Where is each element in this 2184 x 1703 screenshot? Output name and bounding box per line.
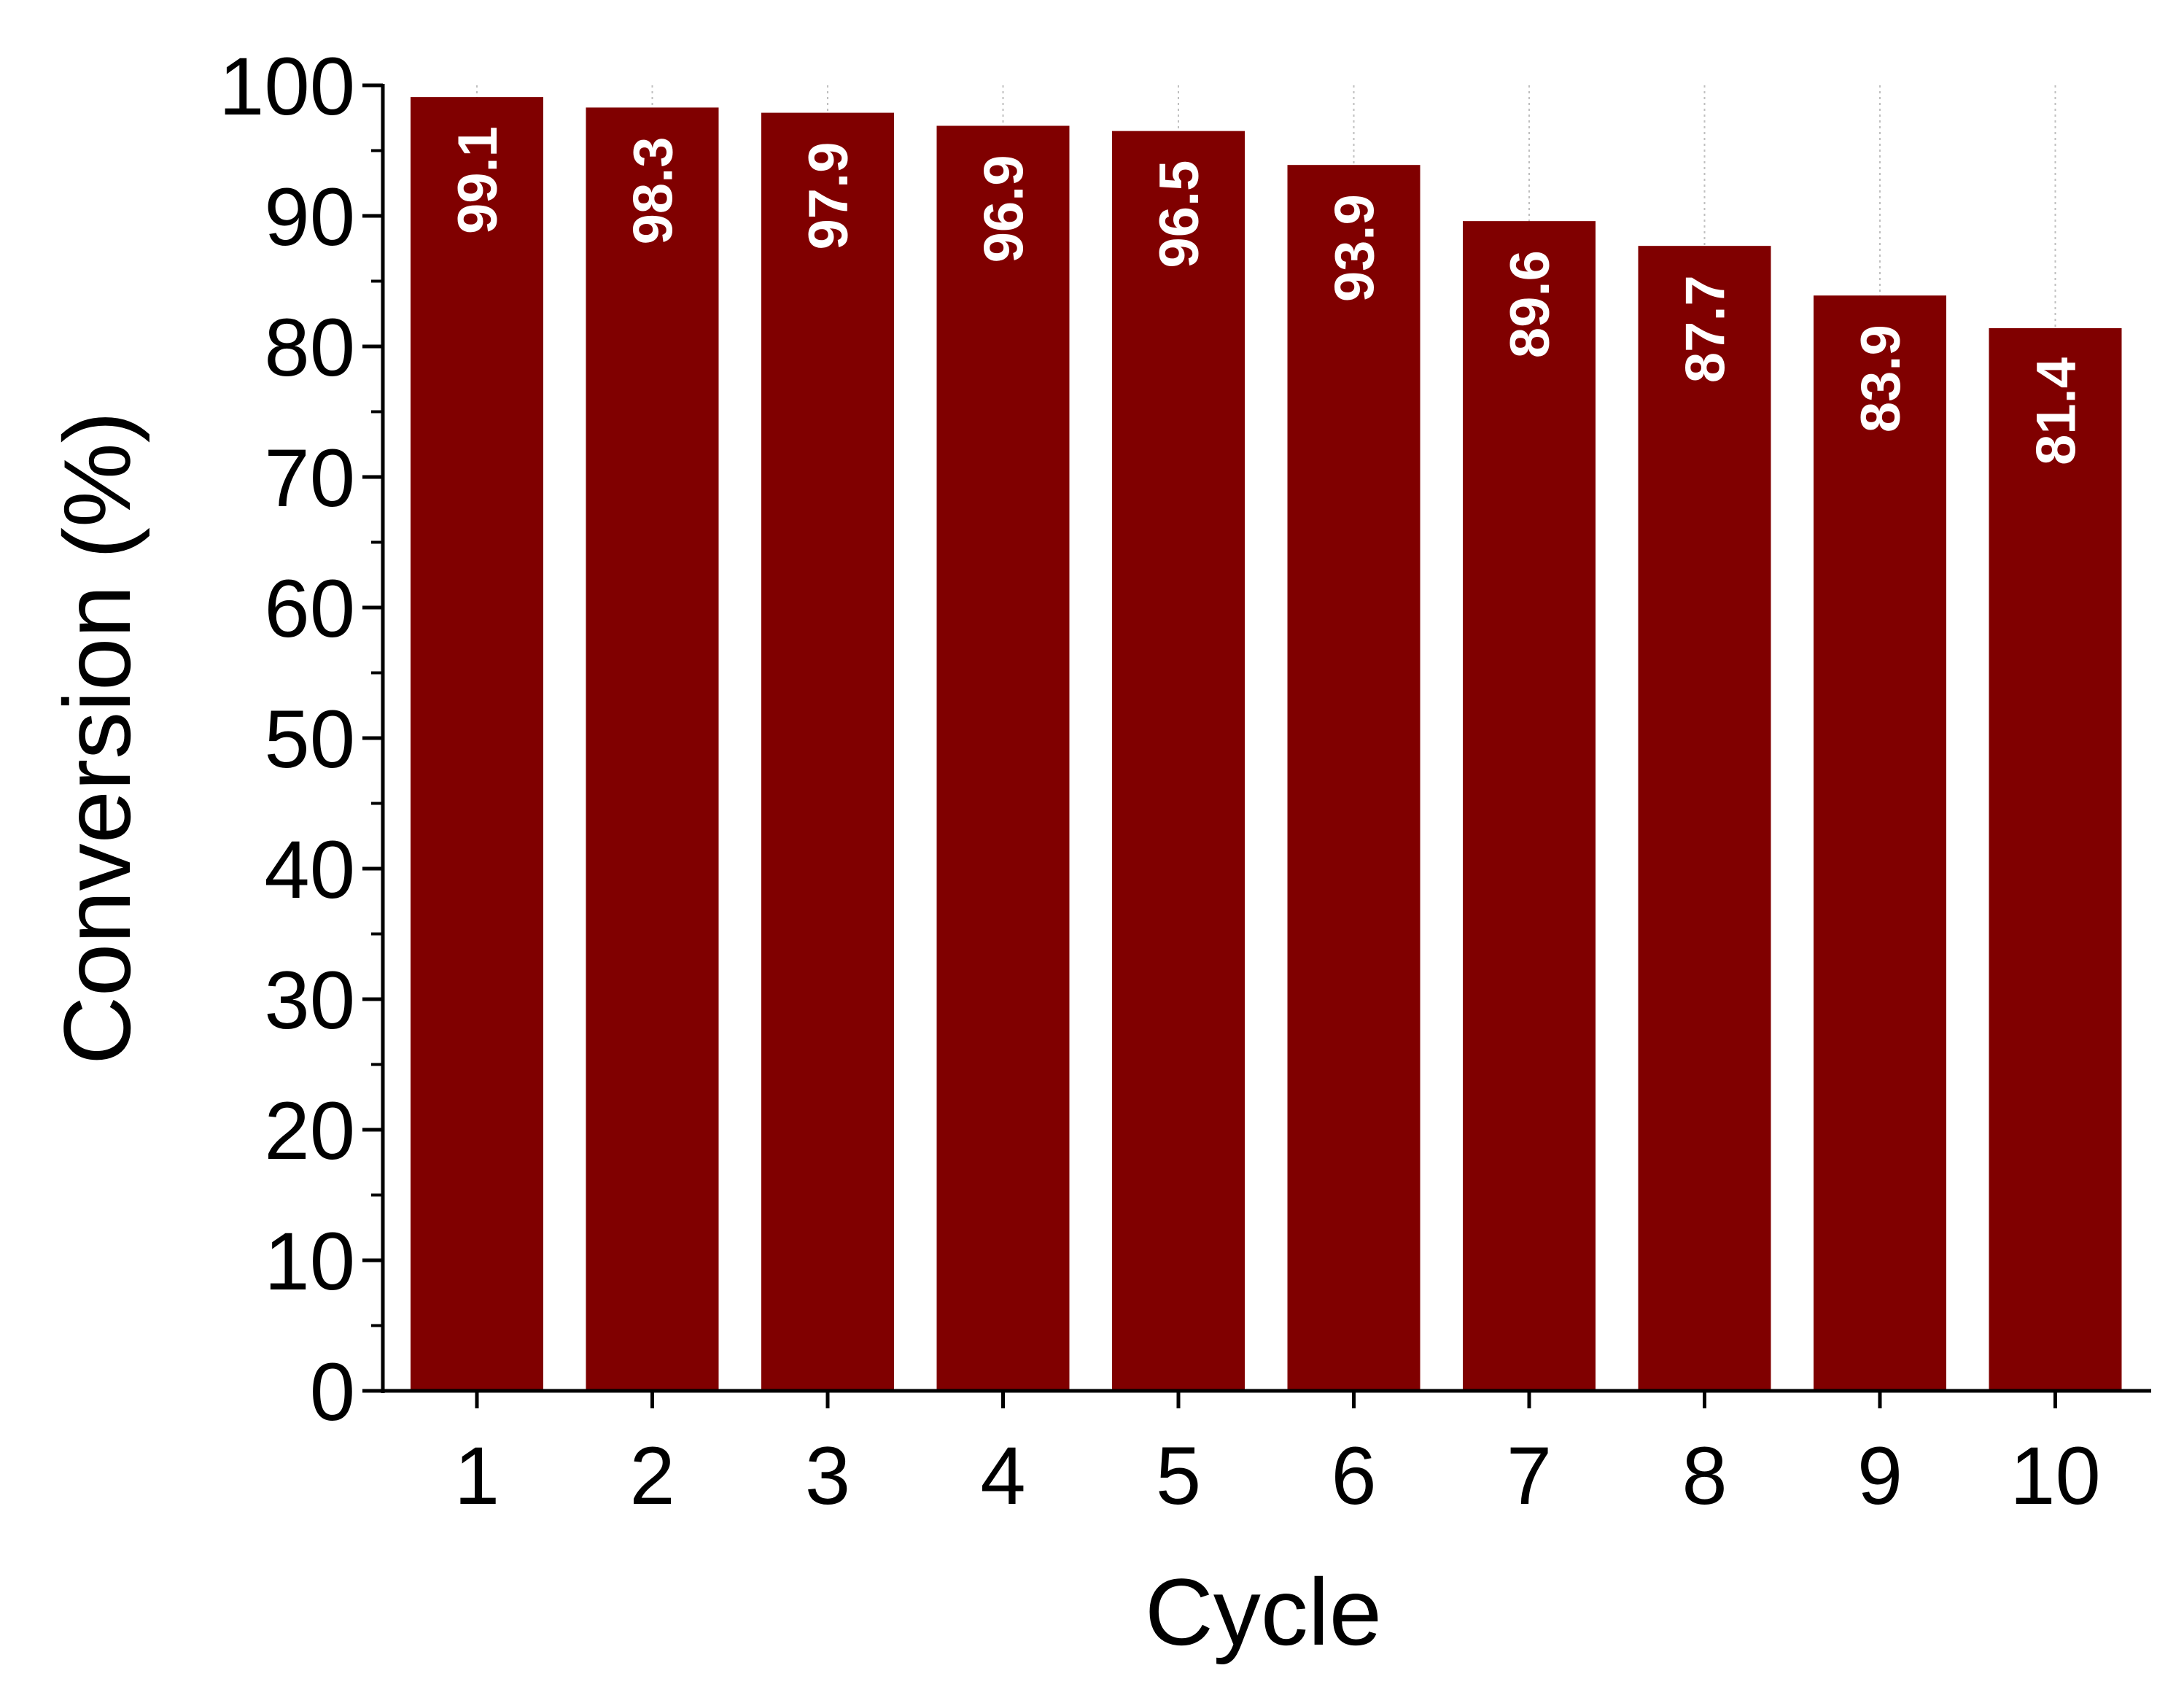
y-tick-label-0: 0 [310, 1346, 355, 1438]
x-tick-labels: 1 2 3 4 5 6 7 8 9 10 [454, 1430, 2101, 1521]
data-label-cycle-4: 96.9 [974, 155, 1035, 263]
data-label-cycle-8: 87.7 [1675, 275, 1737, 383]
x-tick-label-4: 4 [980, 1430, 1025, 1521]
bar-cycle-9 [1814, 295, 1946, 1392]
x-tick-label-1: 1 [454, 1430, 500, 1521]
bar-cycle-1 [411, 97, 543, 1392]
bar-data-labels: 99.1 98.3 97.9 96.9 96.5 93.9 89.6 87.7 83.9 81.4 [447, 126, 2088, 465]
x-tick-label-9: 9 [1857, 1430, 1903, 1521]
y-tick-label-40: 40 [264, 824, 355, 915]
x-tick-label-7: 7 [1507, 1430, 1552, 1521]
y-tick-label-20: 20 [264, 1085, 355, 1176]
bar-cycle-7 [1463, 221, 1596, 1391]
bar-cycle-5 [1112, 131, 1245, 1391]
x-tick-label-5: 5 [1156, 1430, 1201, 1521]
x-tick-label-3: 3 [805, 1430, 850, 1521]
bar-cycle-3 [761, 112, 894, 1392]
bar-cycle-2 [586, 107, 719, 1392]
data-label-cycle-6: 93.9 [1324, 194, 1386, 302]
y-tick-label-60: 60 [264, 563, 355, 654]
y-tick-label-10: 10 [264, 1216, 355, 1307]
y-axis-title: Conversion (%) [44, 411, 150, 1065]
axes [362, 83, 2151, 1408]
bars [411, 97, 2122, 1392]
y-tick-label-90: 90 [264, 171, 355, 263]
data-label-cycle-3: 97.9 [798, 142, 860, 250]
data-label-cycle-7: 89.6 [1499, 250, 1561, 358]
y-tick-label-50: 50 [264, 694, 355, 785]
x-axis-title: Cycle [1145, 1559, 1382, 1665]
y-tick-label-100: 100 [219, 41, 355, 132]
y-tick-label-80: 80 [264, 302, 355, 393]
data-label-cycle-10: 81.4 [2026, 357, 2088, 465]
x-tick-label-10: 10 [2010, 1430, 2101, 1521]
x-tick-label-6: 6 [1331, 1430, 1376, 1521]
y-tick-label-70: 70 [264, 432, 355, 524]
data-label-cycle-2: 98.3 [623, 136, 685, 244]
data-label-cycle-5: 96.5 [1149, 160, 1210, 268]
bar-cycle-8 [1638, 246, 1771, 1391]
data-label-cycle-1: 99.1 [447, 126, 509, 234]
bar-cycle-6 [1287, 165, 1421, 1392]
y-tick-label-30: 30 [264, 955, 355, 1046]
x-tick-label-2: 2 [629, 1430, 675, 1521]
x-tick-label-8: 8 [1682, 1430, 1727, 1521]
data-label-cycle-9: 83.9 [1850, 325, 1912, 432]
bar-cycle-10 [1989, 327, 2122, 1392]
y-tick-labels: 0 10 20 30 40 50 60 70 80 90 100 [219, 41, 355, 1438]
bar-cycle-4 [936, 125, 1070, 1392]
